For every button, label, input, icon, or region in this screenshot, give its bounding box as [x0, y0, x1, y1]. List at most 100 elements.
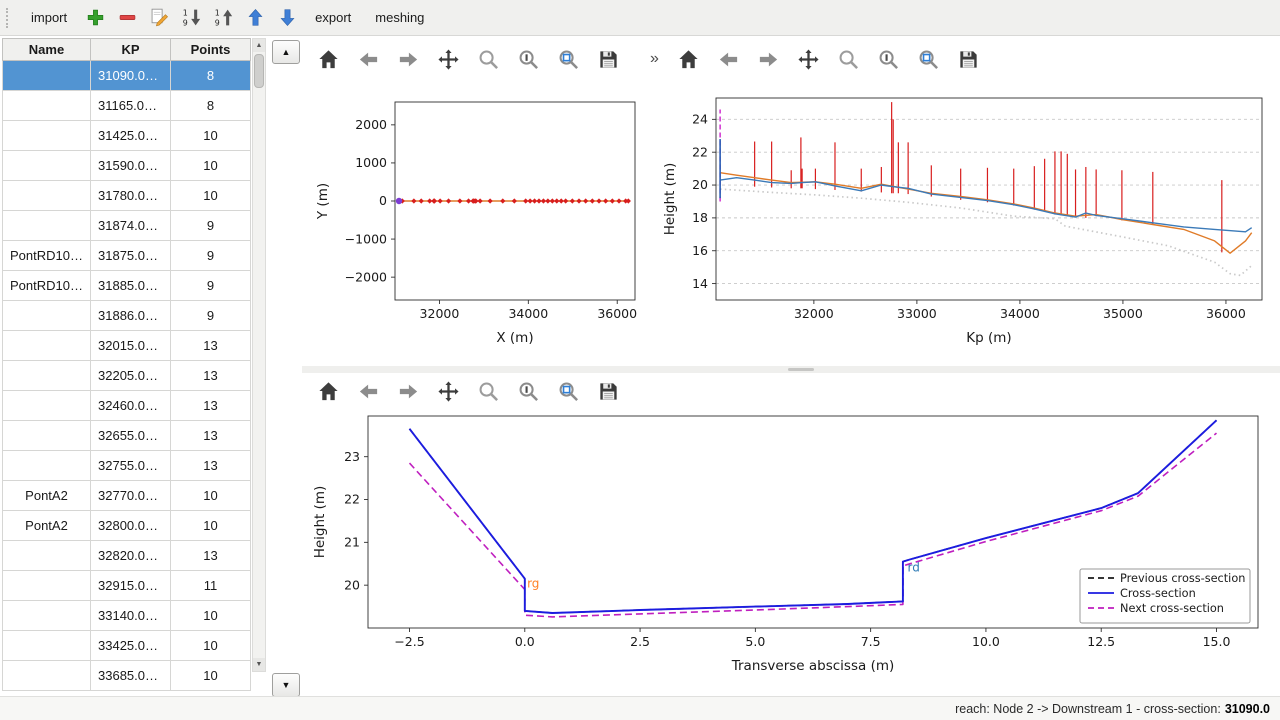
cell-kp[interactable]: 31165.0000 — [91, 91, 171, 121]
table-row[interactable]: PontA232770.000010 — [3, 481, 251, 511]
splitter-handle[interactable] — [788, 368, 814, 371]
sort-ascending-button[interactable]: 19 — [208, 4, 238, 32]
table-row[interactable]: 32755.000013 — [3, 451, 251, 481]
pan-button[interactable] — [436, 379, 461, 404]
cell-name[interactable] — [3, 601, 91, 631]
column-header-name[interactable]: Name — [3, 39, 91, 61]
move-up-button[interactable] — [240, 4, 270, 32]
sort-descending-button[interactable]: 19 — [176, 4, 206, 32]
cell-name[interactable] — [3, 61, 91, 91]
cell-kp[interactable]: 32820.0000 — [91, 541, 171, 571]
panel-scroll-down-button[interactable]: ▼ — [272, 673, 300, 697]
toolbar-overflow-button[interactable]: » — [644, 49, 665, 69]
column-header-kp[interactable]: KP — [91, 39, 171, 61]
cell-kp[interactable]: 32205.0000 — [91, 361, 171, 391]
back-button[interactable] — [356, 379, 381, 404]
cell-kp[interactable]: 32800.0000 — [91, 511, 171, 541]
cell-name[interactable] — [3, 391, 91, 421]
cell-kp[interactable]: 31885.0000 — [91, 271, 171, 301]
horizontal-splitter[interactable] — [302, 366, 1280, 373]
cell-name[interactable] — [3, 631, 91, 661]
table-row[interactable]: PontRD10…31875.00009 — [3, 241, 251, 271]
table-row[interactable]: 33140.000010 — [3, 601, 251, 631]
back-button[interactable] — [356, 47, 381, 72]
zoom-button[interactable] — [476, 47, 501, 72]
save-button[interactable] — [596, 47, 621, 72]
cell-kp[interactable]: 32770.0000 — [91, 481, 171, 511]
table-row[interactable]: 32655.000013 — [3, 421, 251, 451]
remove-cross-section-button[interactable] — [112, 4, 142, 32]
zoom-rect-button[interactable] — [556, 379, 581, 404]
home-button[interactable] — [676, 47, 701, 72]
column-header-points[interactable]: Points — [171, 39, 251, 61]
meshing-button[interactable]: meshing — [364, 3, 435, 32]
forward-button[interactable] — [756, 47, 781, 72]
cell-name[interactable]: PontA2 — [3, 511, 91, 541]
cell-kp[interactable]: 31780.0000 — [91, 181, 171, 211]
table-row[interactable]: 31425.000010 — [3, 121, 251, 151]
cell-points[interactable]: 13 — [171, 421, 251, 451]
cell-kp[interactable]: 31425.0000 — [91, 121, 171, 151]
cell-kp[interactable]: 32460.0000 — [91, 391, 171, 421]
zoom-orig-button[interactable] — [516, 379, 541, 404]
add-cross-section-button[interactable] — [80, 4, 110, 32]
table-row[interactable]: 32205.000013 — [3, 361, 251, 391]
table-row[interactable]: 33425.000010 — [3, 631, 251, 661]
table-row[interactable]: 31090.00008 — [3, 61, 251, 91]
cell-name[interactable] — [3, 91, 91, 121]
cell-kp[interactable]: 32755.0000 — [91, 451, 171, 481]
cell-points[interactable]: 8 — [171, 91, 251, 121]
cell-points[interactable]: 10 — [171, 601, 251, 631]
table-row[interactable]: PontA232800.000010 — [3, 511, 251, 541]
move-down-button[interactable] — [272, 4, 302, 32]
pan-button[interactable] — [436, 47, 461, 72]
cell-points[interactable]: 10 — [171, 181, 251, 211]
home-button[interactable] — [316, 379, 341, 404]
cell-points[interactable]: 10 — [171, 481, 251, 511]
export-button[interactable]: export — [304, 3, 362, 32]
cell-kp[interactable]: 33685.0000 — [91, 661, 171, 691]
back-button[interactable] — [716, 47, 741, 72]
cell-name[interactable]: PontRD101v — [3, 271, 91, 301]
cell-name[interactable] — [3, 361, 91, 391]
scrollbar-thumb[interactable] — [254, 54, 264, 88]
cell-points[interactable]: 8 — [171, 61, 251, 91]
panel-scroll-up-button[interactable]: ▲ — [272, 40, 300, 64]
cell-name[interactable] — [3, 331, 91, 361]
cell-name[interactable]: PontRD10… — [3, 241, 91, 271]
table-row[interactable]: 31874.00009 — [3, 211, 251, 241]
cell-points[interactable]: 13 — [171, 451, 251, 481]
cell-name[interactable] — [3, 121, 91, 151]
table-row[interactable]: 32820.000013 — [3, 541, 251, 571]
table-row[interactable]: 33685.000010 — [3, 661, 251, 691]
longitudinal-profile-chart[interactable]: 3200033000340003500036000141618202224Kp … — [660, 84, 1276, 356]
cell-name[interactable] — [3, 301, 91, 331]
cell-kp[interactable]: 31874.0000 — [91, 211, 171, 241]
cell-points[interactable]: 10 — [171, 661, 251, 691]
table-scrollbar[interactable]: ▲ ▼ — [252, 38, 266, 672]
cell-name[interactable] — [3, 451, 91, 481]
cell-kp[interactable]: 31590.0000 — [91, 151, 171, 181]
cell-points[interactable]: 10 — [171, 511, 251, 541]
zoom-orig-button[interactable] — [876, 47, 901, 72]
zoom-button[interactable] — [836, 47, 861, 72]
cell-points[interactable]: 10 — [171, 151, 251, 181]
cell-kp[interactable]: 33140.0000 — [91, 601, 171, 631]
cell-name[interactable] — [3, 181, 91, 211]
save-button[interactable] — [956, 47, 981, 72]
scroll-down-button[interactable]: ▼ — [253, 658, 265, 671]
table-row[interactable]: 31165.00008 — [3, 91, 251, 121]
import-button[interactable]: import — [20, 3, 78, 32]
cell-points[interactable]: 13 — [171, 361, 251, 391]
cell-name[interactable] — [3, 151, 91, 181]
table-row[interactable]: 31590.000010 — [3, 151, 251, 181]
cross-section-chart[interactable]: −2.50.02.55.07.510.012.515.020212223Tran… — [306, 404, 1274, 686]
cell-points[interactable]: 9 — [171, 301, 251, 331]
cell-name[interactable] — [3, 211, 91, 241]
cell-points[interactable]: 9 — [171, 241, 251, 271]
zoom-rect-button[interactable] — [556, 47, 581, 72]
cell-kp[interactable]: 32915.0000 — [91, 571, 171, 601]
cell-points[interactable]: 13 — [171, 541, 251, 571]
cell-name[interactable] — [3, 571, 91, 601]
cell-kp[interactable]: 31875.0000 — [91, 241, 171, 271]
